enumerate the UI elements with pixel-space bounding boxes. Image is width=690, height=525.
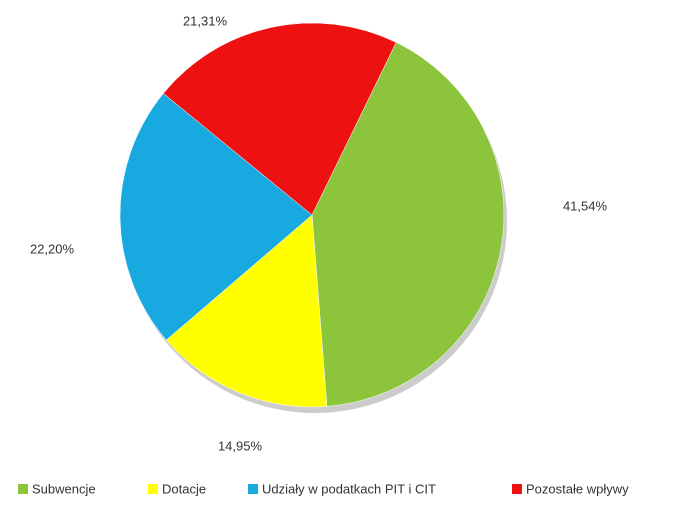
- data-label: 41,54%: [563, 198, 608, 213]
- legend-label: Pozostałe wpływy: [526, 481, 629, 496]
- legend-label: Udziały w podatkach PIT i CIT: [262, 481, 436, 496]
- legend-swatch: [18, 484, 28, 494]
- legend-label: Dotacje: [162, 481, 206, 496]
- legend-swatch: [148, 484, 158, 494]
- legend-label: Subwencje: [32, 481, 96, 496]
- pie-slice: [163, 22, 397, 216]
- pie-slice: [119, 93, 313, 341]
- pie-slice: [311, 42, 505, 407]
- data-label: 22,20%: [30, 241, 75, 256]
- data-label: 21,31%: [183, 13, 228, 28]
- pie-slice: [165, 214, 328, 408]
- data-label: 14,95%: [218, 438, 263, 453]
- legend-swatch: [248, 484, 258, 494]
- legend-swatch: [512, 484, 522, 494]
